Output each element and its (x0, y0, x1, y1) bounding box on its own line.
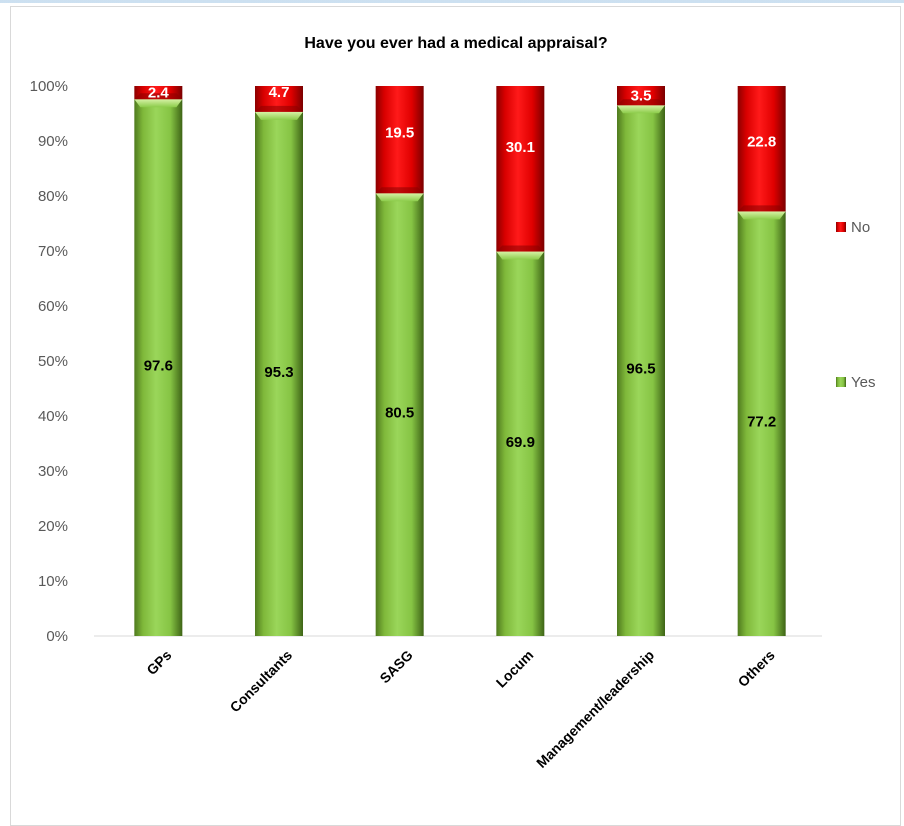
bar-yes (737, 211, 786, 636)
legend-label-yes: Yes (851, 374, 875, 391)
x-category-label: Others (735, 647, 778, 690)
y-tick-label: 100% (30, 78, 68, 95)
legend-swatch-yes (836, 377, 846, 387)
bar-yes-label: 77.2 (747, 414, 776, 431)
bar-yes-label: 80.5 (385, 405, 414, 422)
y-tick-label: 50% (38, 353, 68, 370)
bars: 97.6 2.4 95.3 4.7 80.5 19.5 69.9 30.1 96.5 3.5 77.… (134, 84, 786, 637)
bar-no-bevel (255, 105, 303, 112)
y-tick-label: 70% (38, 243, 68, 260)
bar-no-bevel (617, 99, 665, 106)
bar-yes-label: 69.9 (506, 434, 535, 451)
bar-yes-bevel (255, 111, 303, 120)
bar-no (375, 86, 424, 194)
bar-yes-bevel (737, 211, 786, 220)
bar-no-label: 4.7 (269, 84, 290, 101)
y-tick-label: 60% (38, 298, 68, 315)
y-tick-label: 10% (38, 573, 68, 590)
y-tick-label: 20% (38, 518, 68, 535)
bar-no (496, 86, 545, 252)
y-tick-label: 30% (38, 463, 68, 480)
y-tick-label: 90% (38, 133, 68, 150)
bar-no-label: 2.4 (148, 85, 170, 102)
x-category-label: Locum (493, 647, 537, 691)
y-tick-label: 40% (38, 408, 68, 425)
bar-no-label: 30.1 (506, 139, 535, 156)
bar-no-bevel (737, 205, 786, 212)
bar-yes-label: 96.5 (626, 361, 655, 378)
bar-no-bevel (134, 93, 183, 100)
x-category-label: Management/leadership (533, 647, 657, 771)
bar-no-bevel (375, 187, 424, 194)
x-axis-labels: GPs Consultants SASG LocumManagement/leader… (143, 647, 778, 771)
bar-no-label: 3.5 (631, 88, 652, 105)
y-axis: 0% 10% 20% 30% 40% 50% 60% 70% 80% 90% 100% (30, 78, 822, 645)
bar-yes (617, 105, 665, 636)
x-category-label: SASG (376, 647, 415, 686)
top-rule (0, 0, 904, 3)
bar-yes (496, 251, 545, 637)
bar-yes-bevel (134, 99, 183, 108)
bar-yes (255, 111, 303, 637)
x-category-label: Consultants (227, 647, 296, 716)
bar-yes-bevel (375, 193, 424, 202)
bar-yes (375, 193, 424, 636)
x-category-label: GPs (143, 647, 174, 678)
bar-yes-label: 95.3 (264, 364, 293, 381)
legend-label-no: No (851, 219, 870, 236)
y-tick-label: 80% (38, 188, 68, 205)
bar-yes-label: 97.6 (144, 358, 173, 375)
chart-title: Have you ever had a medical appraisal? (304, 35, 607, 52)
legend: No Yes (836, 219, 875, 391)
bar-no-bevel (496, 245, 545, 252)
bar-no-label: 22.8 (747, 134, 776, 151)
bar-no-label: 19.5 (385, 125, 414, 142)
bar-yes-bevel (617, 105, 665, 114)
y-tick-label: 0% (46, 628, 68, 645)
bar-no (737, 86, 786, 212)
legend-swatch-no (836, 222, 846, 232)
bar-yes-bevel (496, 251, 545, 260)
bar-yes (134, 99, 183, 636)
